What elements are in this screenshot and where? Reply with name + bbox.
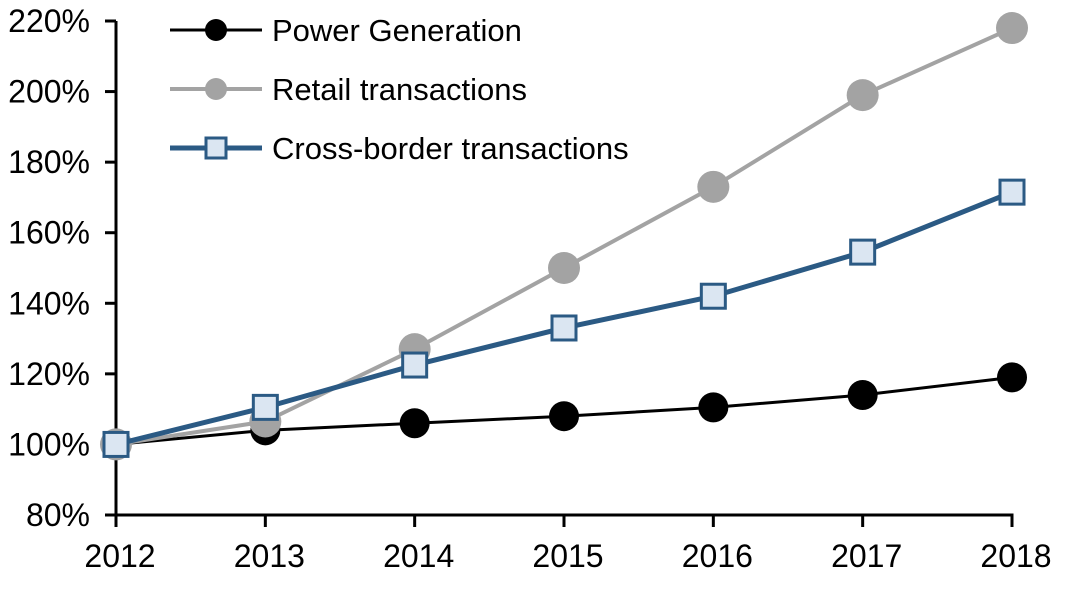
data-point-power-generation-2014 xyxy=(399,408,430,439)
data-point-retail-transactions-2017 xyxy=(846,79,879,112)
legend-label-cross-border-transactions: Cross-border transactions xyxy=(272,131,629,166)
legend: Power Generation Retail transactions Cross… xyxy=(170,13,629,166)
legend-item-power-generation: Power Generation xyxy=(170,13,522,48)
y-tick-label: 140% xyxy=(8,285,90,321)
data-point-power-generation-2018 xyxy=(997,362,1027,393)
legend-label-retail-transactions: Retail transactions xyxy=(272,72,527,107)
legend-item-cross-border-transactions: Cross-border transactions xyxy=(170,131,629,166)
data-point-retail-transactions-2015 xyxy=(548,252,580,284)
y-tick-label: 180% xyxy=(8,144,90,180)
legend-marker-cross-border-transactions xyxy=(204,136,228,160)
x-tick-label: 2014 xyxy=(383,538,454,574)
legend-marker-retail-transactions xyxy=(205,78,227,100)
data-point-retail-transactions-2018 xyxy=(996,12,1028,45)
data-point-cross-border-transactions-2012 xyxy=(102,430,130,458)
axes: 80% 100% 120% 140% 160% 180% 200% 220% 2012 2013 2… xyxy=(8,3,1051,574)
data-point-retail-transactions-2016 xyxy=(697,170,730,203)
x-tick-label: 2013 xyxy=(234,538,305,574)
data-point-cross-border-transactions-2015 xyxy=(550,314,578,342)
x-tick-label: 2012 xyxy=(84,538,155,574)
data-point-cross-border-transactions-2013 xyxy=(251,393,279,421)
data-point-cross-border-transactions-2014 xyxy=(401,351,429,379)
legend-item-retail-transactions: Retail transactions xyxy=(170,72,527,107)
data-point-cross-border-transactions-2016 xyxy=(699,282,727,310)
y-tick-label: 220% xyxy=(8,3,90,39)
x-tick-label: 2018 xyxy=(980,538,1051,574)
x-tick-label: 2015 xyxy=(532,538,603,574)
data-point-cross-border-transactions-2018 xyxy=(998,178,1026,206)
y-tick-label: 120% xyxy=(8,356,90,392)
legend-marker-power-generation xyxy=(205,19,227,41)
y-tick-label: 200% xyxy=(8,74,90,110)
data-point-cross-border-transactions-2017 xyxy=(849,238,877,266)
series-power-generation xyxy=(101,362,1027,460)
data-point-power-generation-2015 xyxy=(549,401,579,432)
y-tick-label: 100% xyxy=(8,426,90,462)
x-tick-label: 2016 xyxy=(682,538,753,574)
y-tick-label: 160% xyxy=(8,215,90,251)
y-tick-label: 80% xyxy=(26,497,90,533)
x-tick-label: 2017 xyxy=(831,538,902,574)
legend-label-power-generation: Power Generation xyxy=(272,13,522,48)
series-cross-border-transactions xyxy=(102,178,1026,458)
data-point-power-generation-2016 xyxy=(698,392,729,423)
data-point-power-generation-2017 xyxy=(847,380,878,411)
